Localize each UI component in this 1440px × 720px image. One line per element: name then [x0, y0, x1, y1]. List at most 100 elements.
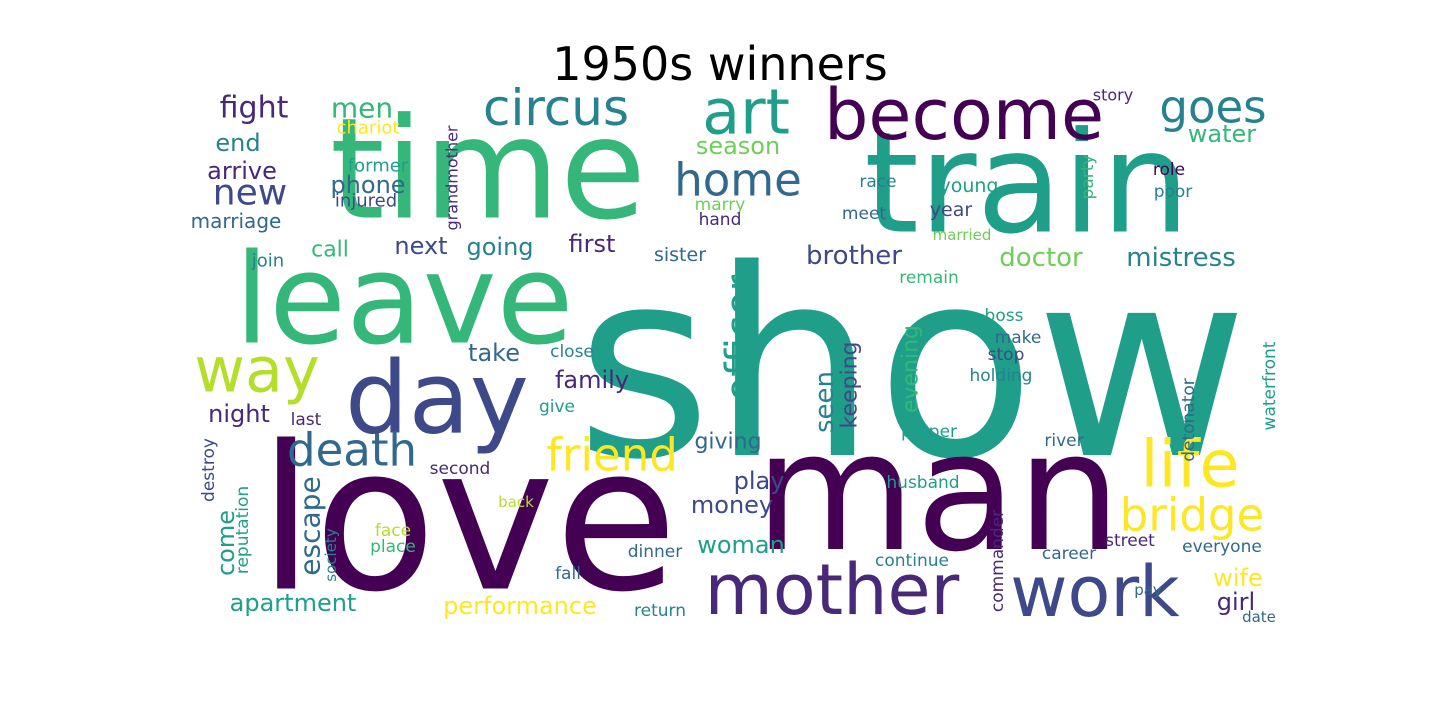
cloud-word-injured: injured [335, 191, 397, 212]
cloud-word-proper: proper [901, 422, 957, 442]
cloud-word-make: make [995, 328, 1042, 348]
cloud-word-keeping: keeping [838, 341, 863, 428]
cloud-word-arrive: arrive [207, 157, 277, 185]
cloud-word-wife: wife [1213, 564, 1263, 592]
cloud-word-join: join [251, 251, 284, 272]
cloud-word-next: next [394, 232, 447, 260]
cloud-word-young: young [939, 175, 998, 197]
cloud-word-love: love [258, 404, 677, 637]
cloud-word-new: new [213, 173, 287, 214]
cloud-word-poor: poor [1154, 182, 1193, 202]
cloud-word-year: year [930, 199, 973, 221]
cloud-word-date: date [1242, 608, 1276, 626]
cloud-word-dinner: dinner [628, 542, 683, 562]
cloud-word-place: place [370, 537, 416, 557]
cloud-word-time: time [330, 89, 646, 252]
cloud-word-night: night [208, 400, 270, 428]
cloud-word-mistress: mistress [1126, 243, 1236, 273]
cloud-word-back: back [498, 493, 534, 511]
cloud-word-train: train [864, 103, 1190, 266]
cloud-word-bridge: bridge [1120, 489, 1264, 542]
cloud-word-water: water [1188, 120, 1257, 148]
cloud-word-face: face [375, 521, 411, 541]
cloud-word-give: give [539, 397, 575, 417]
cloud-word-mother: mother [705, 549, 960, 631]
cloud-word-money: money [691, 491, 773, 519]
cloud-word-men: men [331, 92, 393, 125]
cloud-word-going: going [466, 233, 533, 261]
cloud-word-grandmother: grandmother [443, 125, 462, 230]
cloud-word-hand: hand [699, 210, 742, 230]
cloud-word-stop: stop [988, 345, 1025, 365]
cloud-word-come: come [212, 510, 240, 576]
cloud-word-role: role [1153, 160, 1185, 180]
cloud-word-star: star [644, 310, 677, 330]
cloud-word-take: take [468, 339, 520, 367]
cloud-word-husband: husband [886, 473, 959, 493]
cloud-word-season: season [696, 132, 780, 160]
cloud-word-destroy: destroy [199, 438, 219, 502]
cloud-word-apartment: apartment [230, 589, 357, 617]
cloud-word-woman: woman [697, 531, 785, 559]
cloud-word-way: way [194, 334, 319, 407]
cloud-word-pay: pay [1134, 581, 1162, 599]
cloud-word-first: first [569, 230, 616, 258]
cloud-word-become: become [824, 74, 1104, 156]
cloud-word-fight: fight [220, 91, 289, 126]
cloud-word-return: return [634, 601, 686, 621]
cloud-word-call: call [311, 238, 349, 263]
cloud-word-play: play [734, 467, 785, 495]
cloud-word-giving: giving [694, 430, 761, 455]
cloud-word-evening: evening [899, 325, 924, 413]
cloud-word-party: party [1078, 155, 1098, 200]
cloud-word-street: street [1105, 531, 1155, 551]
cloud-word-marriage: marriage [191, 209, 282, 233]
cloud-word-doctor: doctor [999, 243, 1083, 273]
cloud-word-society: society [322, 528, 340, 582]
cloud-word-commander: commander [988, 510, 1008, 612]
cloud-word-race: race [859, 172, 896, 192]
cloud-word-man: man [755, 396, 1121, 588]
cloud-word-reputation: reputation [233, 486, 253, 574]
cloud-word-home: home [674, 154, 802, 207]
cloud-word-marry: marry [695, 195, 746, 215]
cloud-word-boss: boss [985, 306, 1024, 326]
cloud-word-close: close [550, 342, 594, 362]
cloud-word-career: career [1042, 544, 1096, 564]
cloud-word-sister: sister [654, 244, 706, 266]
cloud-word-continue: continue [875, 551, 949, 571]
cloud-word-show: show [576, 215, 1248, 517]
cloud-word-detonator: detonator [1179, 378, 1199, 462]
cloud-word-girl: girl [1217, 588, 1255, 616]
cloud-word-end: end [215, 129, 260, 157]
chart-title: 1950s winners [552, 37, 888, 91]
cloud-word-holding: holding [970, 366, 1033, 386]
cloud-word-last: last [291, 410, 322, 430]
cloud-word-fall: fall [555, 564, 581, 584]
cloud-word-phone: phone [330, 171, 405, 199]
cloud-word-art: art [702, 76, 790, 149]
cloud-word-officer: officer [718, 274, 764, 401]
cloud-word-life: life [1141, 428, 1240, 503]
cloud-word-meet: meet [842, 204, 886, 224]
cloud-word-death: death [287, 424, 417, 477]
cloud-word-remain: remain [899, 268, 959, 288]
cloud-word-circus: circus [483, 79, 629, 137]
cloud-word-everyone: everyone [1182, 537, 1262, 557]
cloud-word-waterfront: waterfront [1260, 341, 1280, 430]
cloud-word-escape: escape [294, 476, 327, 575]
cloud-word-brother: brother [806, 241, 902, 271]
cloud-word-second: second [430, 459, 491, 479]
cloud-word-seen: seen [810, 371, 840, 433]
cloud-word-leave: leave [234, 228, 573, 373]
cloud-word-former: former [348, 156, 409, 177]
cloud-word-performance: performance [443, 592, 597, 620]
cloud-word-story: story [1093, 86, 1133, 105]
cloud-word-day: day [345, 340, 529, 457]
cloud-word-river: river [1044, 431, 1083, 451]
cloud-word-chariot: chariot [337, 118, 400, 139]
cloud-word-goes: goes [1159, 81, 1266, 134]
cloud-word-work: work [1010, 551, 1180, 633]
